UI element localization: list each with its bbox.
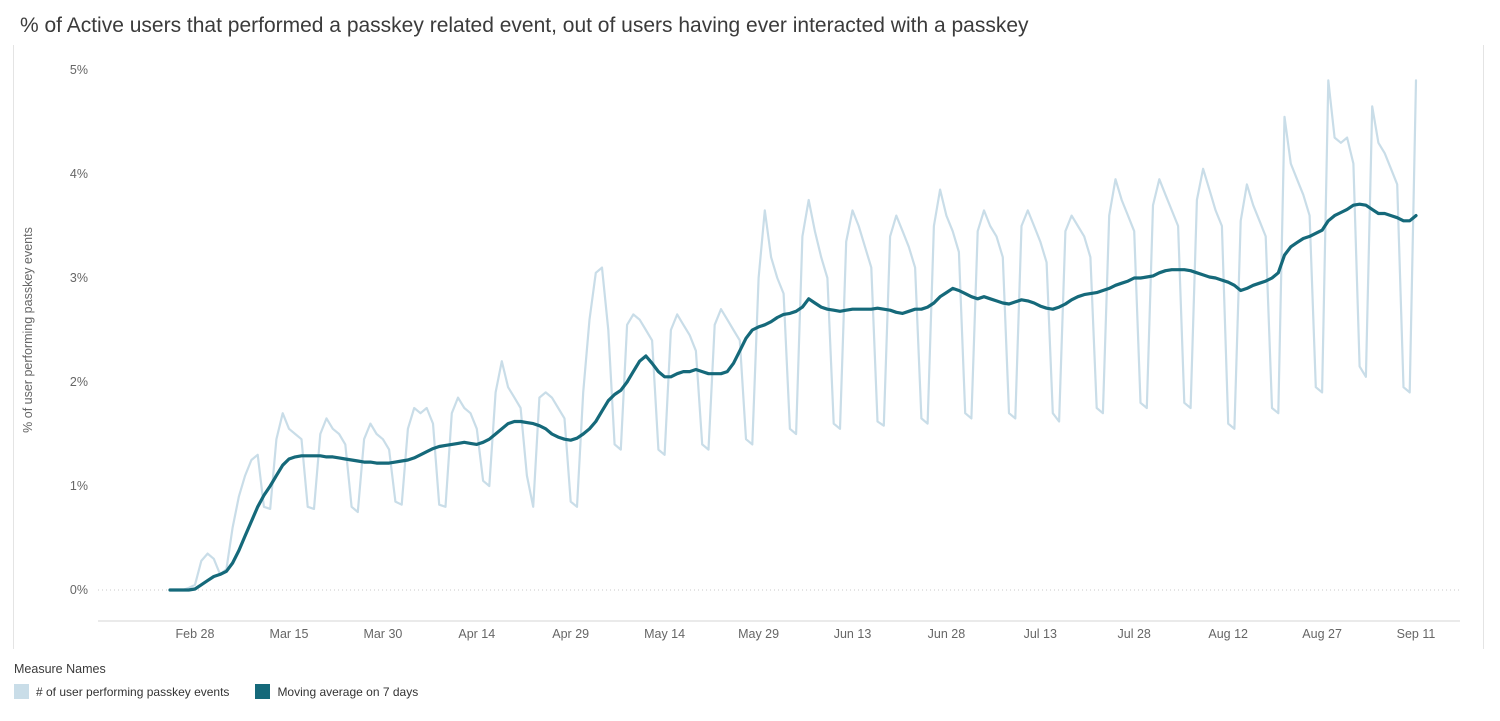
moving-average-swatch-icon bbox=[255, 684, 271, 699]
moving-average-line[interactable] bbox=[168, 202, 1418, 592]
x-tick-label: Feb 28 bbox=[176, 627, 215, 641]
line-chart[interactable]: % of user performing passkey events 0% 1%… bbox=[14, 45, 1483, 649]
y-tick-label: 3% bbox=[70, 271, 88, 285]
x-tick-label: Jul 13 bbox=[1024, 627, 1057, 641]
x-tick-label: Aug 27 bbox=[1302, 627, 1342, 641]
chart-title: % of Active users that performed a passk… bbox=[20, 14, 1029, 37]
y-tick-label: 2% bbox=[70, 375, 88, 389]
legend-item-label: # of user performing passkey events bbox=[36, 684, 230, 699]
y-tick-label: 1% bbox=[70, 479, 88, 493]
x-tick-label: Apr 14 bbox=[458, 627, 495, 641]
legend-item-label: Moving average on 7 days bbox=[277, 684, 419, 699]
y-tick-label: 0% bbox=[70, 583, 88, 597]
y-axis-title: % of user performing passkey events bbox=[21, 227, 35, 433]
y-tick-label: 5% bbox=[70, 63, 88, 77]
x-tick-label: Jul 28 bbox=[1118, 627, 1151, 641]
daily-series-line[interactable] bbox=[168, 79, 1418, 592]
daily-series-swatch-icon bbox=[14, 684, 29, 699]
y-tick-label: 4% bbox=[70, 167, 88, 181]
x-tick-label: May 29 bbox=[738, 627, 779, 641]
x-tick-label: Mar 30 bbox=[363, 627, 402, 641]
x-tick-label: Jun 13 bbox=[834, 627, 872, 641]
legend-item-moving-average[interactable]: Moving average on 7 days bbox=[255, 684, 418, 699]
legend-item-daily-series[interactable]: # of user performing passkey events bbox=[14, 684, 229, 699]
x-tick-label: Mar 15 bbox=[270, 627, 309, 641]
x-tick-label: Aug 12 bbox=[1208, 627, 1248, 641]
x-tick-label: Jun 28 bbox=[928, 627, 966, 641]
chart-region: % of user performing passkey events 0% 1%… bbox=[13, 45, 1484, 649]
x-tick-label: Sep 11 bbox=[1397, 627, 1436, 641]
legend-items: # of user performing passkey events Movi… bbox=[14, 684, 1500, 699]
legend-title: Measure Names bbox=[14, 662, 106, 676]
legend: Measure Names # of user performing passk… bbox=[0, 649, 1500, 699]
x-tick-label: May 14 bbox=[644, 627, 685, 641]
x-tick-label: Apr 29 bbox=[552, 627, 589, 641]
